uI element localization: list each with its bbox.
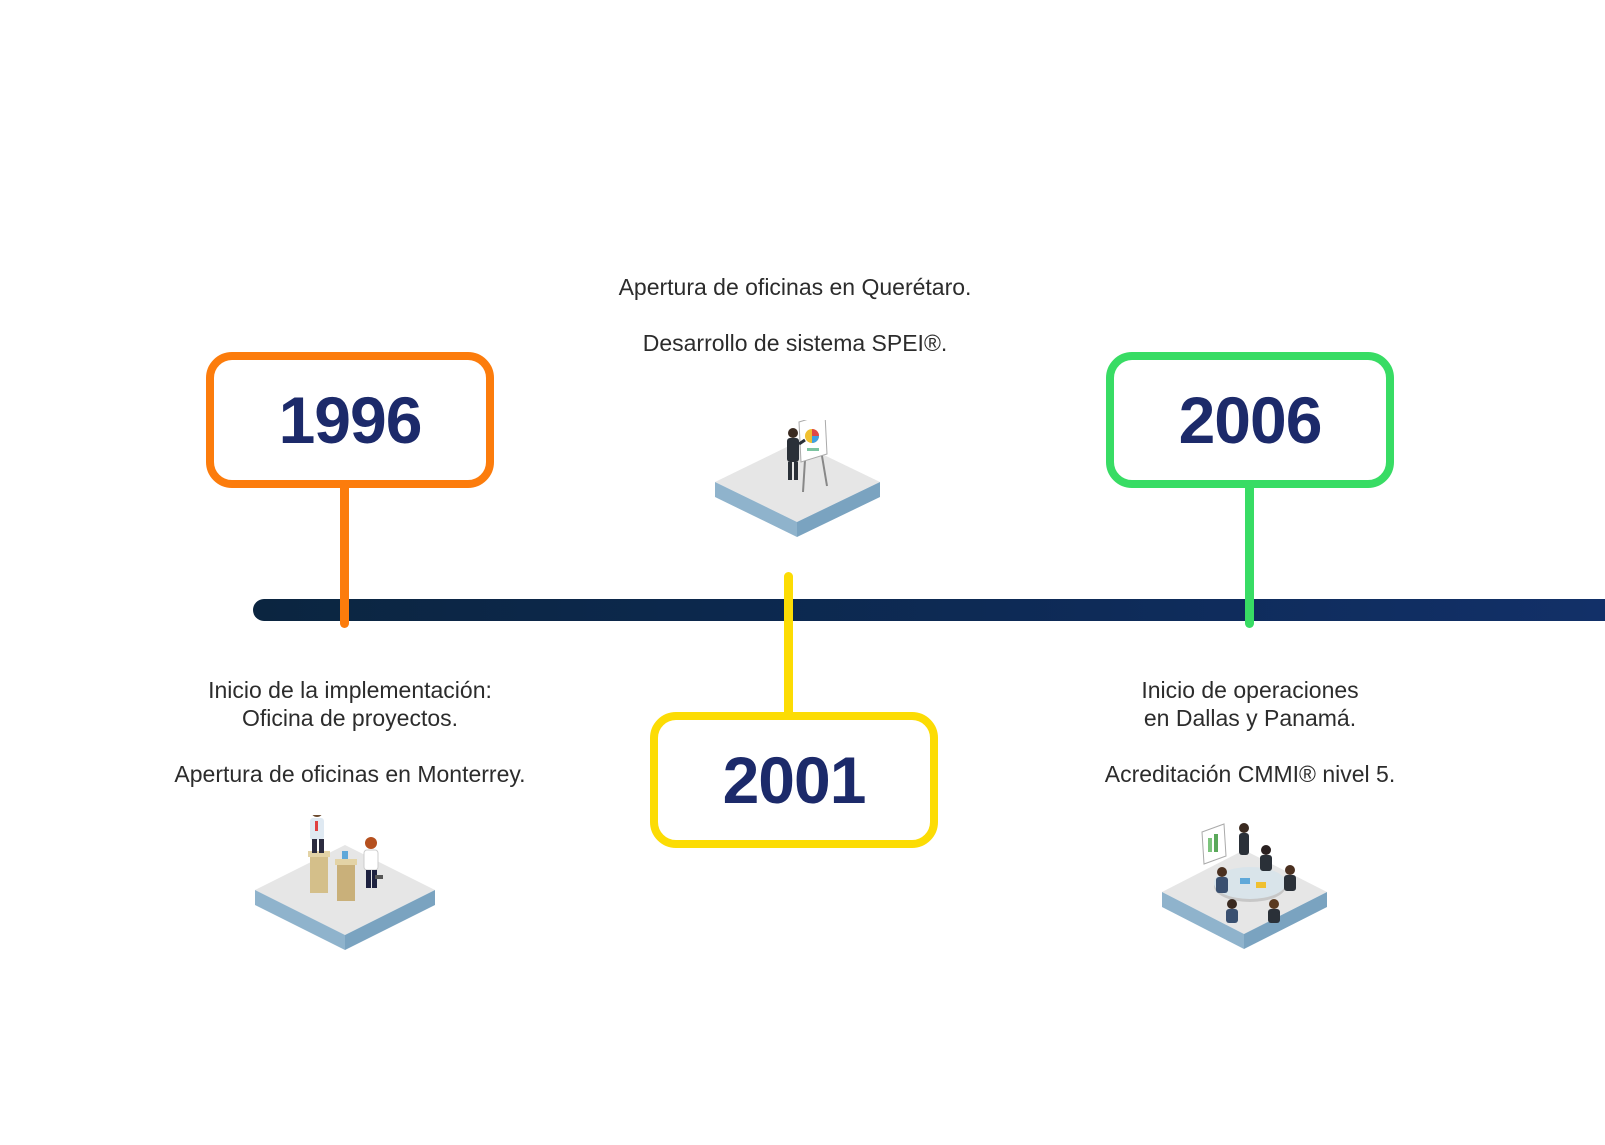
desc-2006-line-2: en Dallas y Panamá. xyxy=(1143,705,1357,731)
stem-2006 xyxy=(1245,480,1254,628)
conference-room-illustration xyxy=(1162,823,1327,949)
desc-2006-line-1: Inicio de operaciones xyxy=(1141,677,1359,703)
year-box-1996: 1996 xyxy=(206,352,494,488)
milestone-description-2001: Apertura de oficinas en Querétaro. Desar… xyxy=(570,273,1020,357)
desc-1996-line-1: Inicio de la implementación: xyxy=(208,677,492,703)
year-label-1996: 1996 xyxy=(278,383,423,457)
year-box-2001: 2001 xyxy=(650,712,938,848)
milestone-description-1996: Inicio de la implementación: Oficina de … xyxy=(140,676,560,788)
desc-2001-line-2: Desarrollo de sistema SPEI®. xyxy=(642,330,948,356)
stem-1996 xyxy=(340,480,349,628)
desc-2006-line-3: Acreditación CMMI® nivel 5. xyxy=(1104,761,1396,787)
desc-1996-line-2: Oficina de proyectos. xyxy=(241,705,459,731)
desc-1996-line-3: Apertura de oficinas en Monterrey. xyxy=(174,761,526,787)
presentation-illustration xyxy=(715,420,880,537)
stem-2001 xyxy=(784,572,793,720)
year-label-2006: 2006 xyxy=(1178,383,1323,457)
year-box-2006: 2006 xyxy=(1106,352,1394,488)
desc-2001-line-1: Apertura de oficinas en Querétaro. xyxy=(618,274,972,300)
timeline-axis xyxy=(253,599,1605,621)
office-meeting-illustration xyxy=(255,815,435,950)
milestone-description-2006: Inicio de operaciones en Dallas y Panamá… xyxy=(1040,676,1460,788)
year-label-2001: 2001 xyxy=(722,743,867,817)
